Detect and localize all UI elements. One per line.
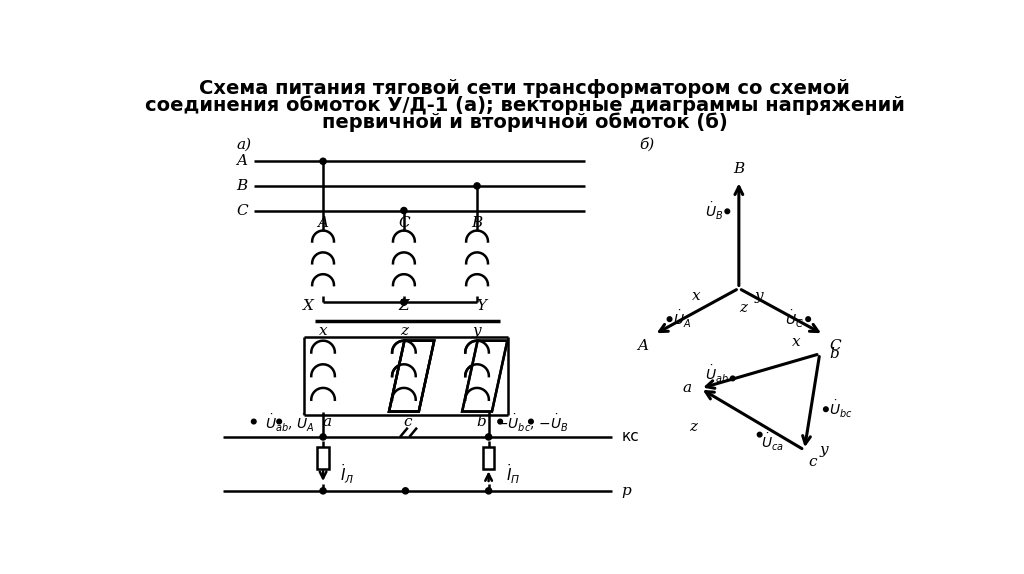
Text: z: z: [689, 420, 696, 434]
Text: y: y: [473, 324, 481, 339]
Text: B: B: [237, 179, 248, 193]
Text: C: C: [236, 204, 248, 218]
Circle shape: [730, 376, 735, 381]
Circle shape: [485, 434, 492, 440]
Text: $\dot{I}_Л$: $\dot{I}_Л$: [340, 463, 354, 487]
Text: Z: Z: [398, 299, 410, 313]
Text: соединения обмоток У/Д-1 (а); векторные диаграммы напряжений: соединения обмоток У/Д-1 (а); векторные …: [144, 95, 905, 115]
Text: $\dot{U}_B$: $\dot{U}_B$: [706, 201, 724, 222]
Text: z: z: [738, 301, 746, 315]
Text: $\dot{U}_A$: $\dot{U}_A$: [674, 309, 691, 329]
Text: Y: Y: [476, 299, 486, 313]
Circle shape: [276, 419, 282, 424]
Text: A: A: [637, 339, 648, 353]
Text: B: B: [471, 216, 482, 230]
Text: C: C: [398, 216, 410, 230]
Text: x: x: [793, 335, 801, 349]
Circle shape: [668, 317, 672, 321]
Text: кс: кс: [622, 429, 640, 444]
Circle shape: [823, 407, 828, 412]
Text: р: р: [622, 484, 632, 498]
Circle shape: [319, 158, 326, 164]
Text: a: a: [682, 382, 691, 395]
Circle shape: [402, 488, 409, 494]
Text: y: y: [755, 289, 763, 303]
Circle shape: [474, 183, 480, 189]
Text: y: y: [819, 443, 828, 457]
Polygon shape: [389, 341, 434, 412]
Text: а): а): [237, 137, 252, 152]
Circle shape: [498, 419, 503, 424]
Circle shape: [400, 207, 407, 214]
Circle shape: [319, 488, 326, 494]
Text: c: c: [403, 414, 412, 429]
Text: $-\dot{U}_{bc}$, $-\dot{U}_B$: $-\dot{U}_{bc}$, $-\dot{U}_B$: [497, 413, 569, 435]
Text: $\dot{U}_{ab}$, $\dot{U}_A$: $\dot{U}_{ab}$, $\dot{U}_A$: [265, 413, 315, 435]
Bar: [317, 447, 329, 468]
Text: X: X: [303, 299, 313, 313]
Text: $\dot{I}_П$: $\dot{I}_П$: [506, 463, 520, 487]
Text: б): б): [639, 137, 654, 152]
Circle shape: [528, 419, 534, 424]
Text: $\dot{U}_{ca}$: $\dot{U}_{ca}$: [761, 432, 784, 453]
Text: A: A: [237, 154, 248, 168]
Text: b: b: [829, 347, 839, 361]
Circle shape: [806, 317, 810, 321]
Circle shape: [400, 299, 407, 305]
Circle shape: [252, 419, 256, 424]
Circle shape: [758, 432, 762, 437]
Circle shape: [319, 434, 326, 440]
Text: z: z: [400, 324, 408, 339]
Text: первичной и вторичной обмоток (б): первичной и вторичной обмоток (б): [322, 113, 728, 132]
Bar: [483, 447, 495, 468]
Text: x: x: [318, 324, 328, 339]
Text: C: C: [829, 339, 841, 353]
Polygon shape: [462, 341, 507, 412]
Circle shape: [485, 488, 492, 494]
Text: Схема питания тяговой сети трансформатором со схемой: Схема питания тяговой сети трансформатор…: [200, 79, 850, 98]
Text: B: B: [733, 162, 744, 176]
Text: $\dot{U}_C$: $\dot{U}_C$: [785, 309, 804, 329]
Text: A: A: [317, 216, 329, 230]
Circle shape: [725, 209, 730, 214]
Text: c: c: [808, 455, 817, 468]
Text: x: x: [692, 289, 700, 303]
Text: a: a: [323, 414, 332, 429]
Text: b: b: [476, 414, 485, 429]
Text: $\dot{U}_{ab}$: $\dot{U}_{ab}$: [705, 364, 729, 385]
Text: $\dot{U}_{bc}$: $\dot{U}_{bc}$: [829, 399, 853, 420]
